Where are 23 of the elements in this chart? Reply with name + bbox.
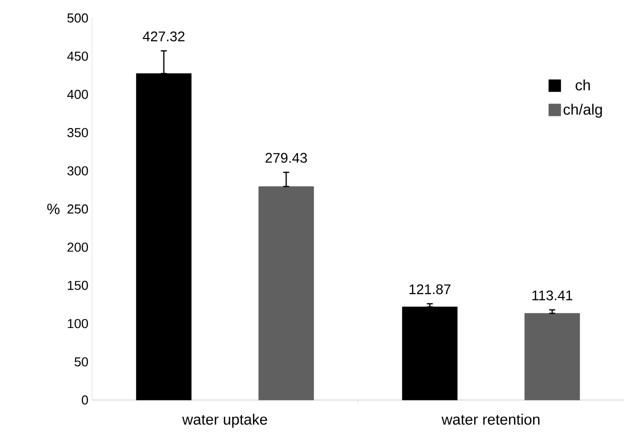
y-tick-label: 450	[67, 52, 88, 61]
bar	[258, 186, 314, 400]
bar	[524, 313, 580, 400]
bar	[402, 306, 458, 400]
data-label: 113.41	[532, 290, 572, 300]
data-label: 121.87	[410, 284, 450, 294]
y-tick-label: 150	[68, 280, 88, 290]
data-label: 279.43	[266, 152, 307, 163]
y-tick-label: 250	[68, 204, 88, 214]
legend-label: ch/alg	[564, 104, 602, 118]
y-axis-title: %	[47, 204, 60, 214]
y-tick-label: 400	[67, 90, 88, 99]
data-label: 427.32	[142, 31, 184, 42]
y-tick-label: 200	[68, 242, 88, 252]
y-tick-label: 500	[67, 13, 88, 23]
legend-label: ch	[576, 79, 590, 90]
y-tick-label: 50	[74, 357, 88, 366]
y-tick-label: 100	[68, 319, 88, 328]
y-tick-label: 350	[67, 128, 88, 138]
x-tick-label: water retention	[442, 414, 540, 425]
x-tick-label: water uptake	[182, 414, 268, 428]
y-tick-label: 300	[67, 166, 88, 176]
y-tick-label: 0	[82, 395, 88, 405]
